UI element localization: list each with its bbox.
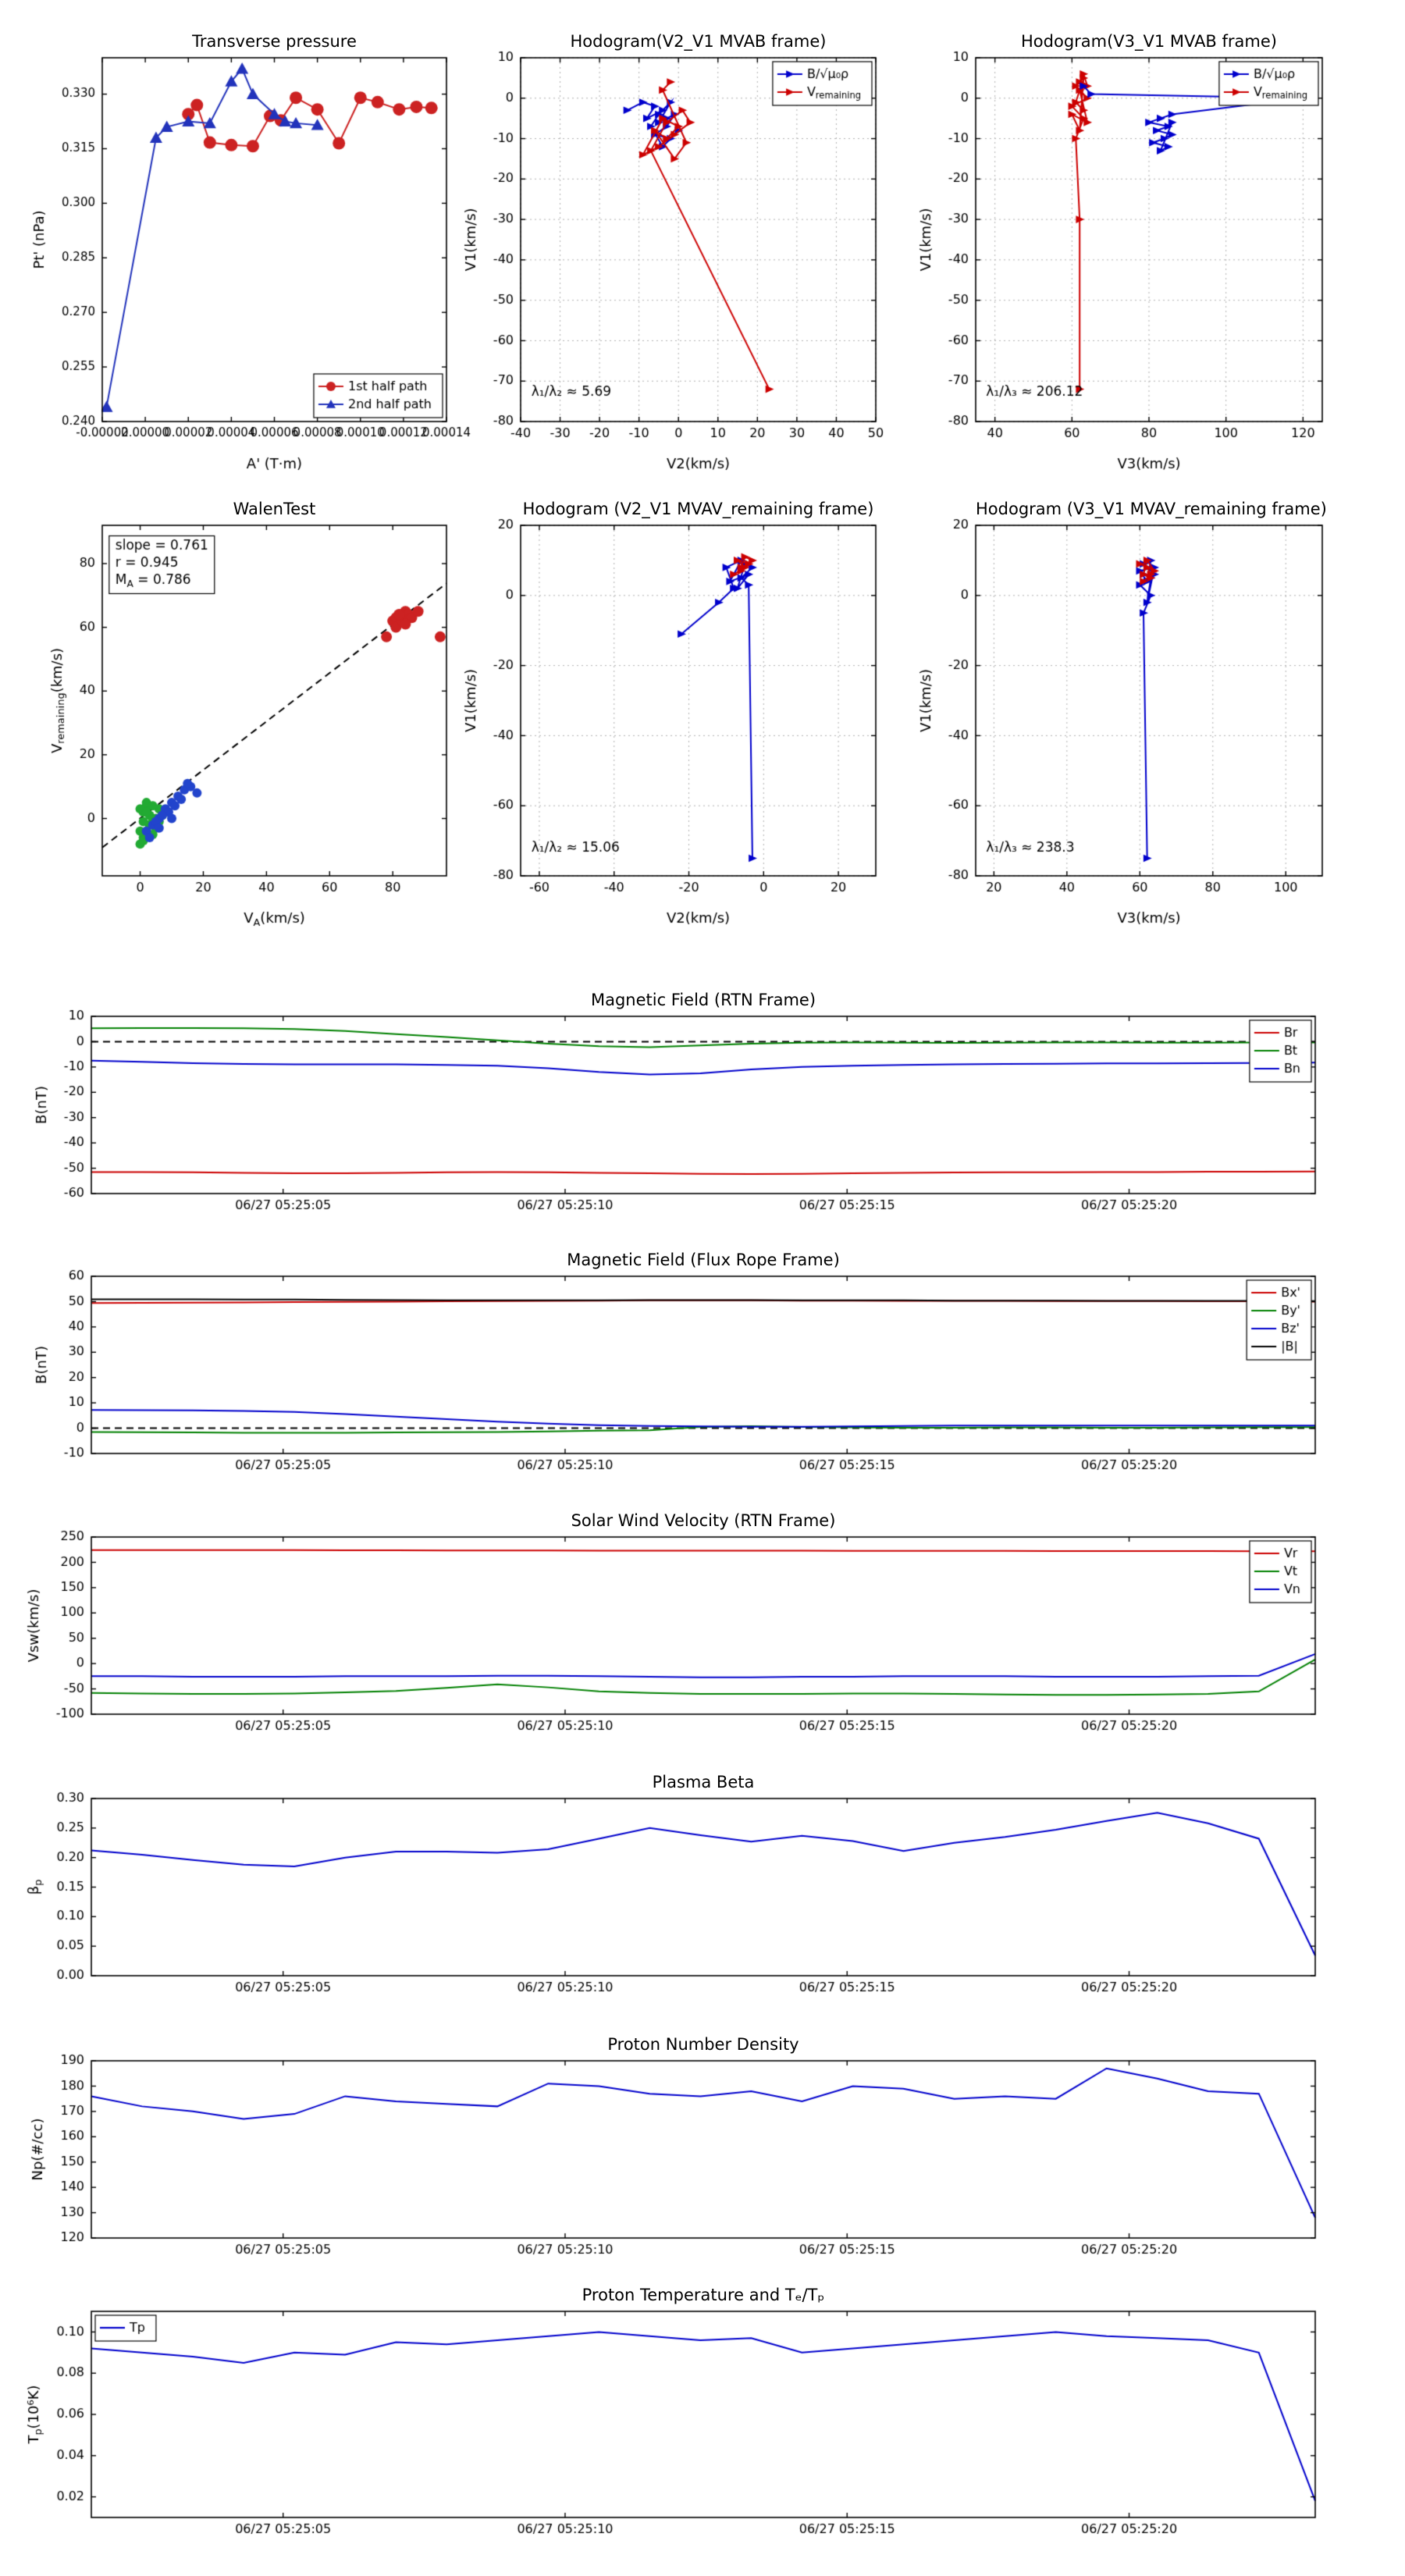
figure-root: Transverse pressure Hodogram(V2_V1 MVAB …	[0, 0, 1405, 2576]
figure-canvas	[0, 0, 1405, 2576]
